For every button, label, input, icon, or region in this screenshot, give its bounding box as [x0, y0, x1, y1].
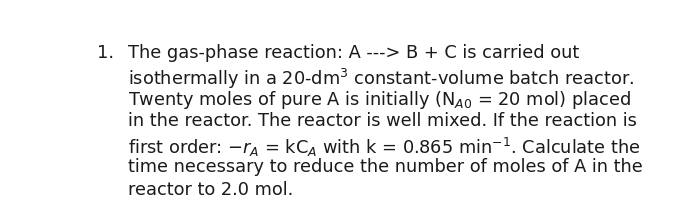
Text: time necessary to reduce the number of moles of A in the: time necessary to reduce the number of m… — [128, 158, 643, 176]
Text: in the reactor. The reactor is well mixed. If the reaction is: in the reactor. The reactor is well mixe… — [128, 112, 637, 130]
Text: Twenty moles of pure A is initially (N$_{A0}$ = 20 mol) placed: Twenty moles of pure A is initially (N$_… — [128, 90, 631, 111]
Text: reactor to 2.0 mol.: reactor to 2.0 mol. — [128, 181, 293, 199]
Text: first order: $-r_A$ = kC$_A$ with k = 0.865 min$^{-1}$. Calculate the: first order: $-r_A$ = kC$_A$ with k = 0.… — [128, 135, 640, 158]
Text: 1.: 1. — [97, 44, 114, 61]
Text: isothermally in a 20-dm$^3$ constant-volume batch reactor.: isothermally in a 20-dm$^3$ constant-vol… — [128, 67, 634, 91]
Text: The gas-phase reaction: A ---> B + C is carried out: The gas-phase reaction: A ---> B + C is … — [128, 44, 580, 61]
